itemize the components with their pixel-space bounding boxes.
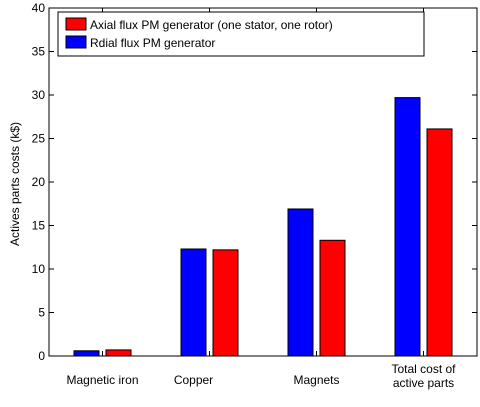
x-tick-label: Magnetic iron xyxy=(66,373,138,387)
legend-swatch-axial xyxy=(65,17,87,31)
x-tick-label: Magnets xyxy=(293,373,339,387)
y-tick-label: 20 xyxy=(32,175,46,189)
bar-radial xyxy=(394,97,421,357)
legend-label-axial: Axial flux PM generator (one stator, one… xyxy=(90,18,333,32)
legend: Axial flux PM generator (one stator, one… xyxy=(57,11,425,57)
bar-radial xyxy=(180,248,207,357)
x-tick-label: Copper xyxy=(174,373,213,387)
y-axis-label: Actives parts costs (k$) xyxy=(8,122,22,246)
legend-swatch-radial xyxy=(65,35,87,49)
y-tick-label: 40 xyxy=(32,1,46,15)
bar-axial xyxy=(212,249,239,357)
bar-radial xyxy=(287,208,314,357)
x-tick-label: Total cost of xyxy=(391,362,456,376)
legend-box xyxy=(57,11,425,57)
y-tick-label: 10 xyxy=(32,262,46,276)
y-tick-label: 0 xyxy=(38,349,45,363)
y-tick-label: 5 xyxy=(38,306,45,320)
plot-area: 0 5 10 15 20 25 30 35 40 Magnetic iron Copper Magne… xyxy=(32,1,478,390)
y-tick-label: 35 xyxy=(32,45,46,59)
y-tick-label: 15 xyxy=(32,219,46,233)
legend-label-radial: Rdial flux PM generator xyxy=(90,36,215,50)
axes-box xyxy=(48,7,478,357)
bar-axial xyxy=(319,239,346,357)
bar-axial xyxy=(105,349,132,357)
y-tick-label: 25 xyxy=(32,132,46,146)
bar-axial xyxy=(426,128,453,357)
y-tick-label: 30 xyxy=(32,88,46,102)
x-tick-label: active parts xyxy=(393,376,454,390)
bar-radial xyxy=(73,350,100,357)
